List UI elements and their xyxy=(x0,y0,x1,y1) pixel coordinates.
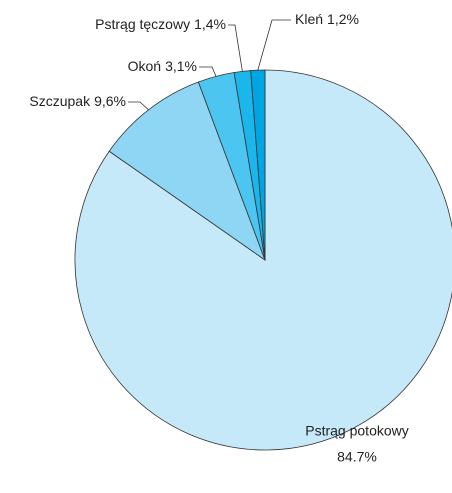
slice-label: Okoń 3,1% xyxy=(128,58,197,74)
slice-label: Pstrąg tęczowy 1,4% xyxy=(95,16,226,32)
slice-value-label: 84.7% xyxy=(337,449,377,465)
slice-value-label: 1,2% xyxy=(327,11,359,27)
leader-line xyxy=(257,19,291,71)
slice-value-label: 1,4% xyxy=(194,16,226,32)
leader-line xyxy=(199,66,217,77)
slice-value-label: 3,1% xyxy=(165,58,197,74)
slice-value-label: 9,6% xyxy=(94,93,126,109)
slice-name: Kleń xyxy=(295,11,323,27)
slice-label: Pstrąg potokowy xyxy=(305,423,409,439)
leader-line xyxy=(228,24,243,72)
leader-line xyxy=(128,101,149,111)
slice-name: Szczupak xyxy=(29,93,91,109)
slice-label: Kleń 1,2% xyxy=(295,11,359,27)
slice-name: Pstrąg tęczowy xyxy=(95,16,190,32)
slice-name: Okoń xyxy=(128,58,161,74)
pie-slice xyxy=(74,69,452,451)
slice-label: Szczupak 9,6% xyxy=(29,93,126,109)
